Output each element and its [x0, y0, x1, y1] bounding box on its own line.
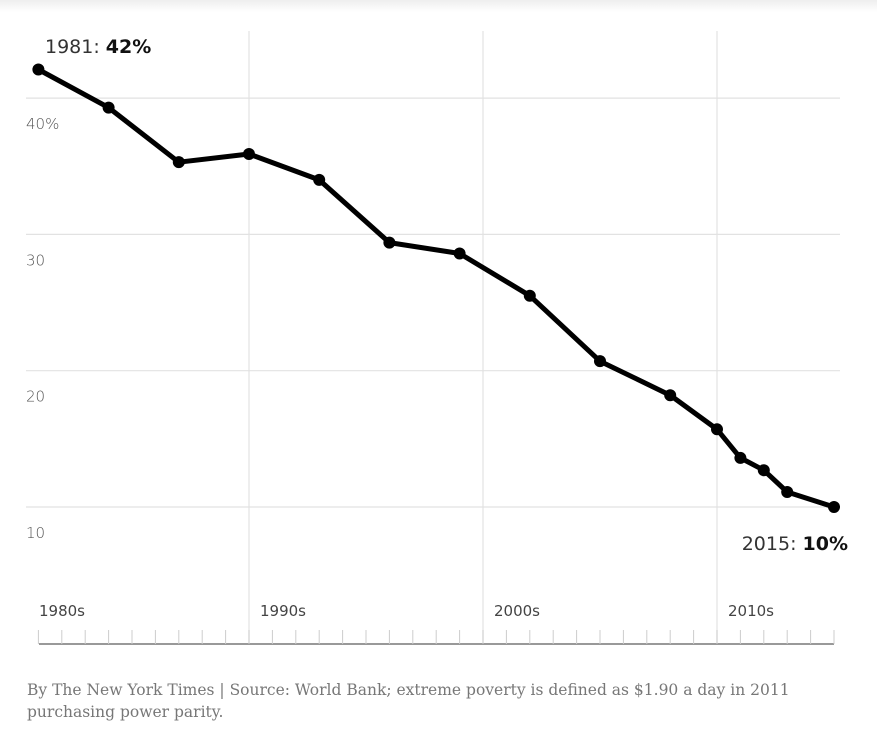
data-point — [523, 289, 536, 302]
start-annotation-value: 42% — [106, 36, 151, 58]
data-point — [243, 147, 255, 160]
data-point — [313, 173, 326, 186]
data-point — [172, 156, 185, 169]
top-shadow — [0, 0, 877, 12]
data-point — [102, 101, 115, 114]
data-point — [828, 501, 840, 513]
end-annotation: 2015: 10% — [742, 533, 848, 555]
start-annotation-year: 1981: — [45, 36, 106, 58]
y-tick-label: 30 — [26, 251, 45, 269]
end-annotation-year: 2015: — [742, 533, 803, 555]
data-point — [734, 451, 747, 464]
data-point — [781, 486, 794, 499]
gridlines — [26, 31, 840, 644]
data-point — [757, 464, 770, 477]
y-tick-label: 40% — [26, 115, 59, 133]
data-point — [594, 355, 606, 368]
x-tick-label: 1980s — [39, 602, 85, 620]
data-point — [32, 63, 45, 76]
y-tick-label: 20 — [26, 388, 45, 406]
series-line — [35, 67, 837, 510]
y-axis-ticks: 40% 30 20 10 — [26, 115, 59, 542]
series-layer — [32, 63, 840, 513]
y-tick-label: 10 — [26, 524, 45, 542]
start-annotation: 1981: 42% — [45, 36, 151, 58]
x-axis: 1980s 1990s 2000s 2010s — [37, 602, 835, 645]
end-annotation-value: 10% — [803, 533, 848, 555]
data-point — [664, 389, 677, 402]
x-tick-label: 2010s — [728, 602, 774, 620]
x-tick-label: 1990s — [260, 602, 306, 620]
source-credit: By The New York Times | Source: World Ba… — [27, 681, 790, 721]
data-point — [383, 236, 396, 249]
data-point — [711, 423, 723, 436]
x-tick-label: 2000s — [494, 602, 540, 620]
data-point — [453, 247, 466, 260]
annotations: 1981: 42% 2015: 10% — [45, 36, 848, 555]
poverty-line-chart: 40% 30 20 10 1980s 1990s 2000s 2010s 1981: 42%… — [26, 31, 848, 645]
